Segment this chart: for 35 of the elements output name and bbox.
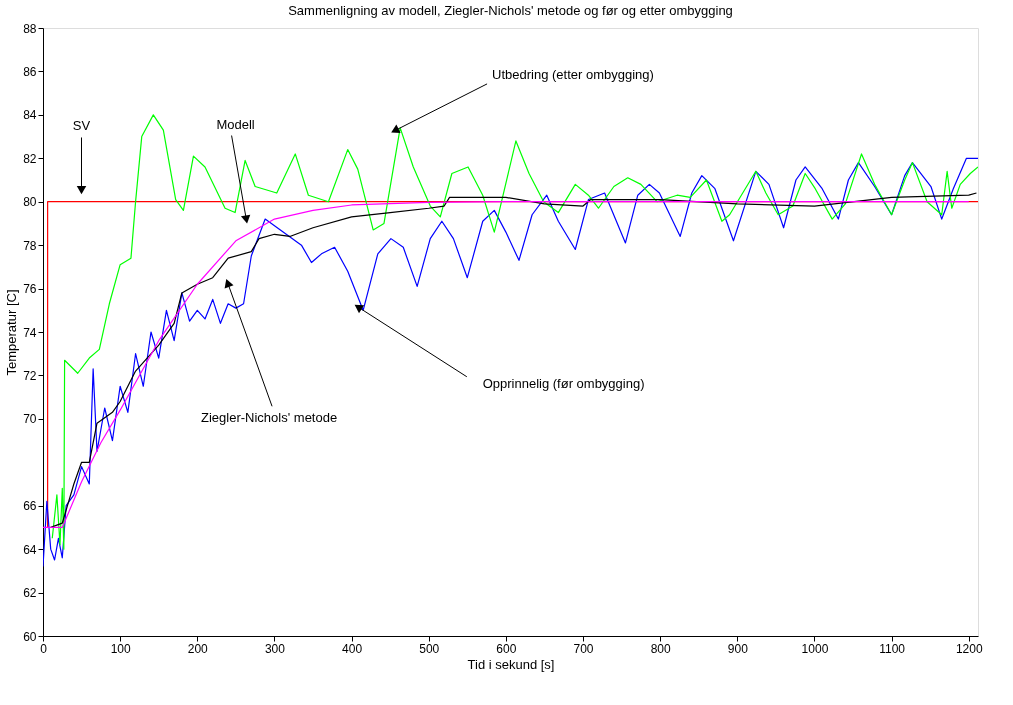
y-tick-label: 74 xyxy=(23,325,37,340)
x-tick-label: 0 xyxy=(40,641,48,656)
y-tick-label: 76 xyxy=(23,282,37,297)
y-tick-label: 84 xyxy=(23,108,37,123)
y-tick-label: 88 xyxy=(23,21,37,36)
x-axis-title: Tid i sekund [s] xyxy=(467,656,555,672)
annotation: Opprinnelig (før ombygging) xyxy=(482,375,645,391)
x-tick-label: 900 xyxy=(727,641,749,656)
y-tick-label: 86 xyxy=(23,64,37,79)
x-tick-label: 400 xyxy=(342,641,363,656)
y-tick-label: 72 xyxy=(23,368,37,383)
annotation: Ziegler-Nichols' metode xyxy=(201,410,338,426)
x-tick-label: 1000 xyxy=(801,641,829,656)
y-tick-label: 60 xyxy=(23,629,37,644)
chart-title: Sammenligning av modell, Ziegler-Nichols' metode og før og etter ombygging xyxy=(288,3,733,18)
x-tick-label: 1100 xyxy=(879,641,906,656)
x-tick-label: 1200 xyxy=(955,641,983,656)
annotation: Modell xyxy=(216,116,255,132)
x-tick-label: 500 xyxy=(419,641,440,656)
x-tick-label: 600 xyxy=(496,641,517,656)
x-tick-label: 800 xyxy=(650,641,671,656)
y-tick-label: 80 xyxy=(23,195,37,210)
y-tick-label: 78 xyxy=(23,238,37,253)
annotation: SV xyxy=(72,117,91,133)
y-axis-title: Temperatur [C] xyxy=(4,289,20,376)
annotation: Utbedring (etter ombygging) xyxy=(492,67,654,83)
y-tick-label: 64 xyxy=(23,542,37,557)
y-tick-label: 82 xyxy=(23,151,37,166)
y-tick-label: 62 xyxy=(23,586,37,601)
y-tick-label: 66 xyxy=(23,499,37,514)
x-tick-label: 200 xyxy=(187,641,209,656)
x-tick-label: 100 xyxy=(110,641,131,656)
x-tick-label: 700 xyxy=(573,641,594,656)
y-tick-label: 70 xyxy=(23,412,37,427)
x-tick-label: 300 xyxy=(264,641,286,656)
